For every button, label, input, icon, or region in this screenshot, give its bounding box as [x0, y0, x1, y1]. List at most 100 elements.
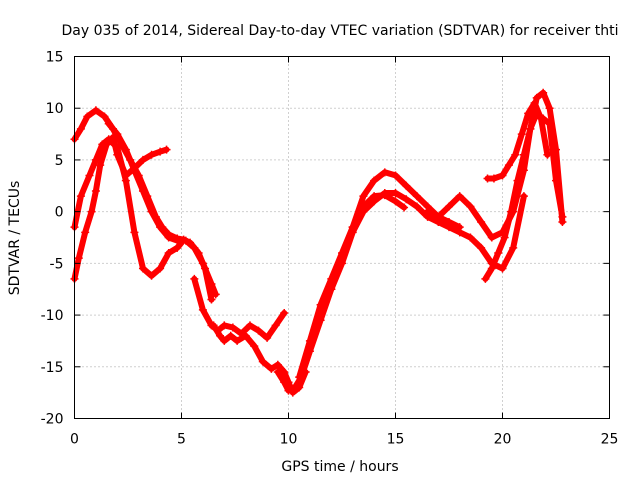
y-tick-label: 15: [46, 50, 64, 66]
data-point-marker: [138, 155, 147, 164]
data-point-marker: [545, 119, 554, 128]
data-point-marker: [513, 176, 522, 185]
x-tick-label: 0: [70, 432, 79, 448]
data-point-marker: [305, 336, 314, 345]
data-point-marker: [445, 202, 453, 211]
data-point-marker: [91, 155, 100, 164]
data-point-marker: [519, 150, 528, 159]
y-tick-label: -20: [41, 412, 64, 428]
y-tick-label: 10: [46, 101, 64, 117]
data-point-marker: [445, 223, 453, 232]
data-point-marker: [220, 336, 229, 345]
data-point-marker: [539, 88, 548, 97]
data-point-marker: [91, 106, 100, 115]
data-point-marker: [220, 321, 229, 330]
data-point-marker: [504, 161, 513, 170]
y-tick-label: -10: [41, 308, 64, 324]
data-point-marker: [477, 217, 486, 226]
data-point-marker: [412, 192, 421, 201]
data-point-marker: [530, 99, 539, 108]
data-point-marker: [290, 383, 299, 392]
data-point-marker: [370, 176, 379, 185]
data-point-marker: [402, 195, 411, 204]
data-point-marker: [466, 233, 475, 242]
data-point-marker: [190, 243, 199, 252]
data-point-marker: [254, 326, 263, 335]
data-point-marker: [76, 192, 85, 201]
data-point-marker: [391, 197, 400, 206]
data-point-marker: [121, 171, 130, 180]
data-point-marker: [113, 130, 122, 139]
data-point-marker: [138, 264, 147, 273]
data-point-marker: [519, 192, 528, 201]
data-point-marker: [156, 264, 165, 273]
series-arc-4: [105, 120, 219, 298]
data-point-marker: [100, 112, 109, 121]
data-point-marker: [211, 290, 220, 299]
data-point-marker: [273, 360, 282, 369]
data-point-marker: [338, 259, 346, 268]
data-point-marker: [162, 145, 171, 154]
data-point-marker: [241, 331, 250, 340]
data-point-marker: [477, 243, 486, 252]
data-point-marker: [526, 124, 535, 133]
data-point-marker: [391, 171, 400, 180]
data-point-marker: [226, 331, 235, 340]
data-point-marker: [96, 161, 105, 170]
data-point-marker: [370, 197, 379, 206]
data-point-marker: [489, 174, 498, 183]
data-point-marker: [402, 181, 411, 190]
data-point-marker: [156, 147, 165, 156]
data-point-marker: [400, 203, 409, 212]
data-point-marker: [391, 189, 400, 198]
chart-title: Day 035 of 2014, Sidereal Day-to-day VTE…: [62, 23, 619, 39]
x-tick-label: 25: [601, 432, 619, 448]
data-point-marker: [74, 254, 83, 263]
data-point-marker: [348, 228, 357, 237]
data-point-marker: [498, 264, 507, 273]
data-point-marker: [147, 207, 156, 216]
data-point-marker: [102, 140, 111, 149]
x-tick-label: 10: [280, 432, 298, 448]
data-point-marker: [91, 186, 100, 195]
data-point-marker: [173, 243, 182, 252]
data-point-marker: [558, 212, 567, 221]
data-point-marker: [164, 233, 173, 242]
data-point-marker: [280, 309, 289, 318]
data-point-marker: [245, 321, 254, 330]
plot-frame: [74, 56, 610, 419]
data-point-marker: [267, 364, 276, 373]
data-point-marker: [380, 168, 389, 177]
data-point-marker: [455, 228, 464, 237]
data-point-marker: [494, 249, 503, 258]
data-point-marker: [207, 280, 216, 289]
data-point-marker: [517, 130, 526, 139]
data-point-marker: [190, 274, 199, 283]
data-point-marker: [263, 333, 272, 342]
y-tick-label: 5: [55, 153, 64, 169]
data-point-marker: [295, 373, 304, 382]
y-tick-label: -15: [41, 360, 64, 376]
series-arc-5: [191, 275, 288, 341]
data-point-marker: [233, 336, 242, 345]
data-point-marker: [487, 233, 496, 242]
data-point-marker: [455, 192, 464, 201]
data-point-marker: [250, 342, 259, 351]
data-point-marker: [147, 150, 156, 159]
data-point-marker: [380, 189, 389, 198]
y-tick-label: -5: [50, 256, 64, 272]
data-point-marker: [423, 207, 432, 216]
x-tick-label: 15: [387, 432, 405, 448]
data-point-marker: [209, 321, 218, 330]
x-axis-label: GPS time / hours: [281, 459, 398, 475]
data-point-marker: [524, 109, 533, 118]
y-axis-label: SDTVAR / TECUs: [7, 181, 23, 296]
data-point-marker: [138, 186, 147, 195]
data-point-marker: [545, 104, 554, 113]
data-point-marker: [552, 176, 560, 185]
data-point-marker: [258, 357, 267, 366]
data-point-marker: [487, 264, 496, 273]
data-point-marker: [85, 171, 94, 180]
y-tick-label: 0: [55, 205, 64, 221]
data-point-marker: [207, 295, 216, 304]
